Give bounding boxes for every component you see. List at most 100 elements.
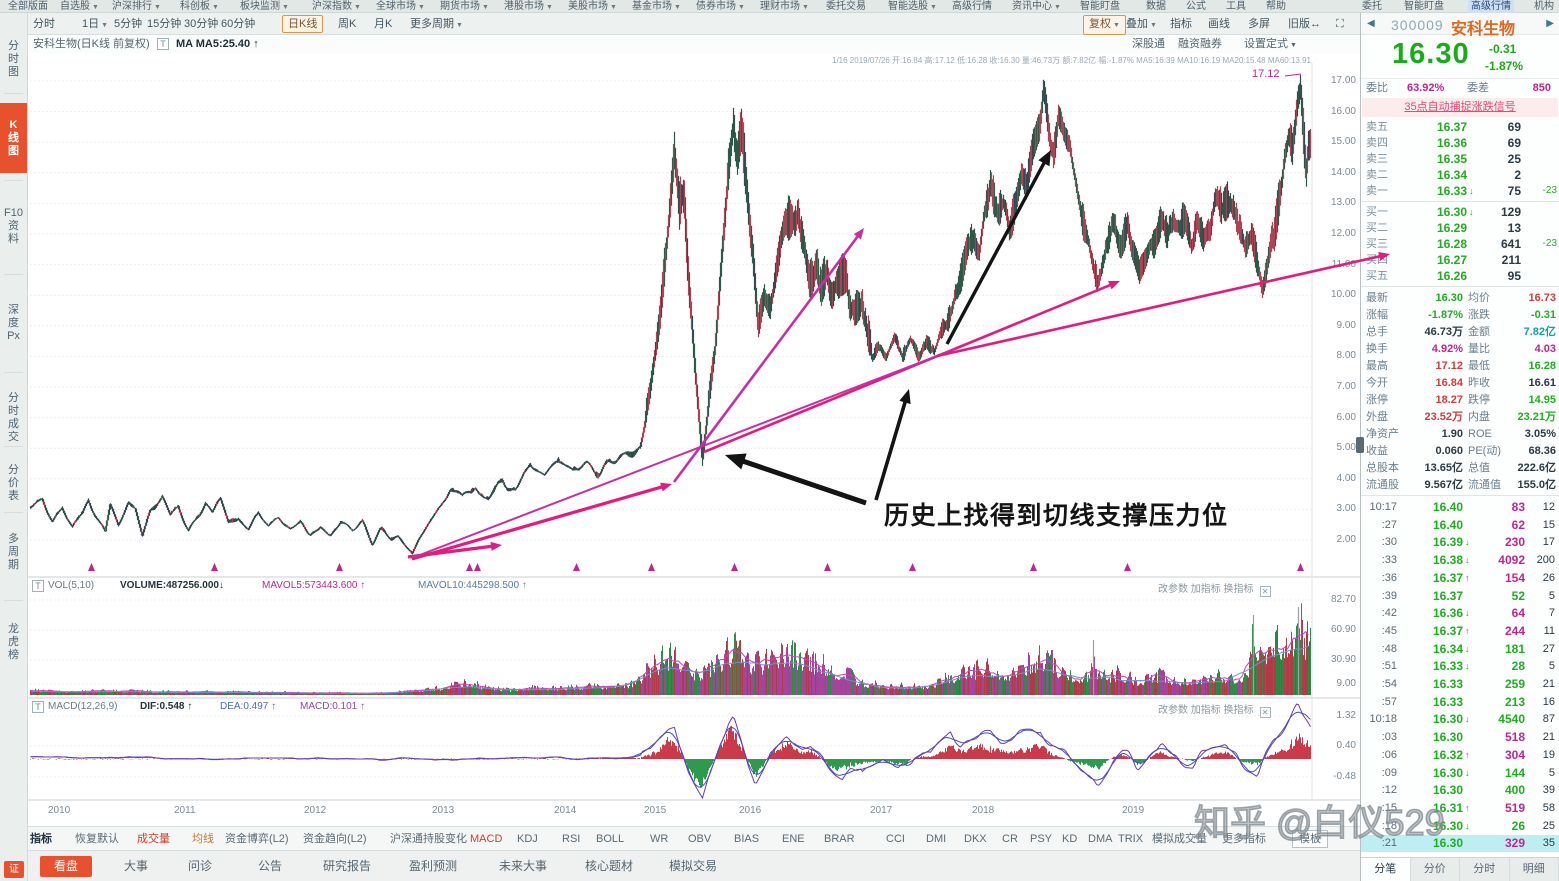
menu-item-24[interactable]: 高级行情 [1468,0,1514,13]
macd-t-icon[interactable]: T [32,701,44,713]
vol-t-icon[interactable]: T [32,580,44,592]
sidebar-item-深度Px[interactable]: 深度 Px [7,303,20,342]
tick-tab-分笔[interactable]: 分笔 [1361,858,1411,881]
menu-item-4[interactable]: 板块监测 ▼ [240,1,289,12]
menu-item-12[interactable]: 理财市场 ▼ [760,1,809,12]
toolbar-item-复权[interactable]: 复权 ▼ [1083,15,1126,35]
indicator-模板[interactable]: 模板 [1292,830,1328,848]
toolbar-item-指标[interactable]: 指标 [1170,18,1192,30]
toolbar-item-5分钟[interactable]: 5分钟 [114,18,143,30]
indicator-WR[interactable]: WR [650,833,669,845]
tick-tab-分价[interactable]: 分价 [1411,858,1460,881]
menu-item-1[interactable]: 自选股 ▼ [60,1,99,12]
indicator-更多指标[interactable]: 更多指标 [1222,833,1266,845]
page-tab-核心题材[interactable]: 核心题材 [584,859,633,873]
menu-item-6[interactable]: 全球市场 ▼ [376,1,425,12]
indicator-CCI[interactable]: CCI [886,833,905,845]
title-link-设置定式[interactable]: 设置定式 ▼ [1244,38,1297,50]
prev-stock-arrow[interactable]: ◀ [1367,18,1375,29]
toolbar-item-30分钟[interactable]: 30分钟 [184,18,219,30]
toolbar-item-更多周期[interactable]: 更多周期 ▼ [410,18,463,30]
title-link-融资融券[interactable]: 融资融券 [1178,38,1222,50]
indicator-资金博弈(L2)[interactable]: 资金博弈(L2) [225,833,289,845]
indicator-CR[interactable]: CR [1002,833,1018,845]
next-stock-arrow[interactable]: ▶ [1546,18,1554,29]
vol-pane-links[interactable]: 改参数 加指标 换指标 ✕ [1158,580,1271,597]
indicator-均线[interactable]: 均线 [192,833,214,845]
menu-item-14[interactable]: 智能选股 ▼ [888,1,937,12]
sidebar-item-多周期[interactable]: 多周期 [8,532,19,571]
menu-item-19[interactable]: 公式 [1186,1,1206,12]
page-tab-研究报告[interactable]: 研究报告 [322,859,371,873]
toolbar-item-1日[interactable]: 1日 ▼ [82,18,108,30]
menu-item-0[interactable]: 全部版面 [8,1,48,12]
sidebar-bottom-icon[interactable]: 证 [4,861,24,878]
menu-item-11[interactable]: 债券市场 ▼ [696,1,745,12]
sidebar-item-分价表[interactable]: 分价表 [8,463,19,502]
indicator-资金趋向(L2)[interactable]: 资金趋向(L2) [303,833,367,845]
menu-item-9[interactable]: 美股市场 ▼ [568,1,617,12]
toolbar-item-日K线[interactable]: 日K线 [282,15,324,33]
menu-item-17[interactable]: 智能盯盘 [1080,1,1120,12]
toolbar-item-周K[interactable]: 周K [338,18,357,30]
indicator-BIAS[interactable]: BIAS [734,833,760,845]
menu-item-25[interactable]: 机构 [1534,1,1554,12]
indicator-沪深通持股变化[interactable]: 沪深通持股变化 [390,833,467,845]
indicator-TRIX[interactable]: TRIX [1118,833,1144,845]
page-tab-看盘[interactable]: 看盘 [40,856,92,877]
title-link-深股通[interactable]: 深股通 [1132,38,1165,50]
indicator-MACD[interactable]: MACD [470,833,503,845]
menu-item-16[interactable]: 资讯中心 ▼ [1012,1,1061,12]
page-tab-问诊[interactable]: 问诊 [187,859,212,873]
toolbar-item-⛶[interactable]: ⛶ [1336,18,1344,30]
indicator-成交量[interactable]: 成交量 [137,833,170,845]
indicator-KDJ[interactable]: KDJ [517,833,538,845]
page-tab-大事[interactable]: 大事 [123,859,148,873]
indicator-恢复默认[interactable]: 恢复默认 [75,833,119,845]
menu-item-8[interactable]: 港股市场 ▼ [504,1,553,12]
tool-t-icon[interactable]: T [157,38,169,50]
menu-item-5[interactable]: 沪深指数 ▼ [312,1,361,12]
ad-banner[interactable]: 35点自动捕捉涨跌信号 [1362,98,1558,117]
menu-item-22[interactable]: 委托 [1362,1,1382,12]
menu-item-21[interactable]: 帮助 [1266,1,1286,12]
kline-chart-canvas[interactable] [28,53,1360,826]
toolbar-item-分时[interactable]: 分时 [33,18,55,30]
sidebar-item-龙虎榜[interactable]: 龙虎榜 [8,622,19,661]
macd-pane-links[interactable]: 改参数 加指标 换指标 ✕ [1158,701,1271,718]
menu-item-10[interactable]: 基金市场 ▼ [632,1,681,12]
menu-item-13[interactable]: 委托交易 [826,1,866,12]
indicator-DMA[interactable]: DMA [1088,833,1113,845]
menu-item-15[interactable]: 高级行情 [952,1,992,12]
toolbar-item-15分钟[interactable]: 15分钟 [147,18,182,30]
toolbar-item-旧版[interactable]: 旧版↔ [1288,18,1321,30]
indicator-RSI[interactable]: RSI [562,833,581,845]
tick-tab-明细[interactable]: 明细 [1510,858,1559,881]
toolbar-item-多屏[interactable]: 多屏 [1248,18,1270,30]
menu-item-20[interactable]: 工具 [1226,1,1246,12]
sidebar-item-分时成交[interactable]: 分时成交 [8,392,19,443]
toolbar-item-叠加[interactable]: 叠加 ▼ [1126,18,1157,30]
toolbar-item-月K[interactable]: 月K [374,18,393,30]
menu-item-23[interactable]: 智能盯盘 [1404,1,1444,12]
indicator-DKX[interactable]: DKX [964,833,987,845]
indicator-DMI[interactable]: DMI [926,833,947,845]
page-tab-公告[interactable]: 公告 [257,859,282,873]
menu-item-2[interactable]: 沪深排行 ▼ [112,1,161,12]
indicator-模拟成交量[interactable]: 模拟成交量 [1152,833,1207,845]
menu-item-3[interactable]: 科创板 ▼ [180,1,219,12]
page-tab-模拟交易[interactable]: 模拟交易 [668,859,717,873]
indicator-PSY[interactable]: PSY [1030,833,1053,845]
page-tab-盈利预测[interactable]: 盈利预测 [408,859,457,873]
sidebar-item-分时图[interactable]: 分时图 [8,39,19,78]
indicator-OBV[interactable]: OBV [688,833,712,845]
panel-collapse-handle[interactable] [1356,437,1364,453]
indicator-指标[interactable]: 指标 [30,833,52,845]
indicator-BOLL[interactable]: BOLL [596,833,625,845]
indicator-BRAR[interactable]: BRAR [824,833,855,845]
menu-item-7[interactable]: 期货市场 ▼ [440,1,489,12]
indicator-ENE[interactable]: ENE [782,833,805,845]
menu-item-18[interactable]: 数据 [1146,1,1166,12]
toolbar-item-画线[interactable]: 画线 [1208,18,1230,30]
